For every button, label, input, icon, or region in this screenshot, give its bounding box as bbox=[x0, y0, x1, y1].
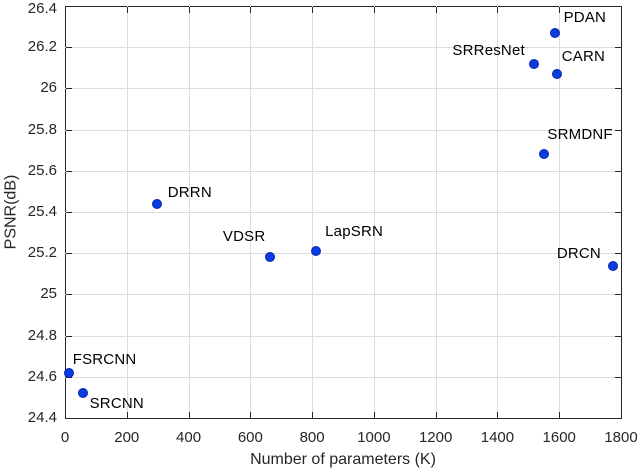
x-tick-bottom bbox=[435, 412, 437, 418]
x-tick-label: 0 bbox=[60, 429, 70, 446]
y-tick-label: 26.4 bbox=[27, 0, 57, 17]
y-tick-left bbox=[66, 418, 72, 419]
data-point-marker-pdan bbox=[549, 27, 560, 38]
y-tick-right bbox=[615, 129, 621, 131]
y-tick-label: 25.4 bbox=[27, 203, 57, 220]
x-tick-top bbox=[435, 7, 437, 13]
y-tick-right bbox=[615, 47, 621, 49]
data-point-marker-fsrcnn bbox=[63, 367, 74, 378]
x-tick-bottom bbox=[250, 412, 252, 418]
horizontal-gridline bbox=[65, 129, 621, 131]
y-tick-left bbox=[66, 212, 72, 213]
horizontal-gridline bbox=[65, 47, 621, 49]
y-tick-left bbox=[66, 294, 72, 296]
data-point-marker-srresnet bbox=[528, 58, 539, 69]
data-point-label-srcnn: SRCNN bbox=[89, 395, 144, 413]
x-tick-top bbox=[65, 7, 66, 13]
y-tick-right bbox=[615, 418, 621, 419]
y-tick-right bbox=[615, 6, 621, 7]
x-tick-label: 1000 bbox=[357, 429, 391, 446]
x-tick-bottom bbox=[65, 412, 66, 418]
x-tick-label: 1200 bbox=[418, 429, 453, 446]
y-tick-label: 24.6 bbox=[27, 367, 57, 385]
data-point-label-carn: CARN bbox=[561, 47, 606, 65]
x-tick-top bbox=[126, 7, 128, 13]
horizontal-gridline bbox=[65, 170, 621, 172]
y-tick-right bbox=[615, 376, 621, 378]
y-tick-right bbox=[615, 335, 621, 337]
y-tick-left bbox=[66, 335, 72, 337]
x-tick-top bbox=[621, 7, 622, 13]
x-tick-bottom bbox=[559, 412, 561, 418]
data-point-label-srresnet: SRResNet bbox=[452, 41, 525, 59]
x-tick-label: 400 bbox=[176, 429, 202, 446]
x-tick-bottom bbox=[312, 412, 314, 418]
y-tick-label: 25.8 bbox=[27, 120, 57, 138]
horizontal-gridline bbox=[65, 253, 621, 255]
horizontal-gridline bbox=[65, 294, 621, 296]
y-tick-label: 24.8 bbox=[27, 326, 57, 344]
x-tick-top bbox=[188, 7, 190, 13]
x-tick-label: 1600 bbox=[542, 429, 576, 446]
y-tick-left bbox=[66, 253, 72, 255]
data-point-marker-drrn bbox=[151, 198, 162, 209]
horizontal-gridline bbox=[65, 88, 621, 90]
data-point-label-fsrcnn: FSRCNN bbox=[72, 350, 137, 368]
y-tick-right bbox=[615, 88, 621, 90]
y-tick-left bbox=[66, 170, 72, 172]
y-tick-left bbox=[66, 129, 72, 131]
x-tick-bottom bbox=[621, 412, 622, 418]
y-tick-right bbox=[615, 253, 621, 255]
x-tick-bottom bbox=[126, 412, 128, 418]
y-tick-label: 26.2 bbox=[27, 38, 57, 56]
y-tick-label: 25.2 bbox=[27, 244, 57, 262]
horizontal-gridline bbox=[65, 376, 621, 378]
x-tick-label: 600 bbox=[237, 429, 263, 446]
data-point-label-pdan: PDAN bbox=[563, 8, 607, 26]
y-tick-label: 25 bbox=[40, 285, 57, 303]
x-tick-bottom bbox=[188, 412, 190, 418]
y-tick-left bbox=[66, 47, 72, 49]
x-tick-top bbox=[559, 7, 561, 13]
horizontal-gridline bbox=[65, 212, 621, 213]
x-tick-top bbox=[373, 7, 375, 13]
x-tick-top bbox=[250, 7, 252, 13]
y-tick-label: 24.4 bbox=[27, 409, 57, 426]
x-tick-label: 800 bbox=[299, 429, 325, 446]
x-tick-top bbox=[312, 7, 314, 13]
data-point-marker-srcnn bbox=[77, 388, 88, 399]
y-tick-right bbox=[615, 170, 621, 172]
y-tick-right bbox=[615, 212, 621, 213]
data-point-label-vdsr: VDSR bbox=[222, 228, 266, 246]
y-tick-left bbox=[66, 88, 72, 90]
x-tick-bottom bbox=[373, 412, 375, 418]
x-axis-label: Number of parameters (K) bbox=[250, 451, 436, 468]
data-point-label-drrn: DRRN bbox=[167, 183, 212, 201]
y-tick-left bbox=[66, 6, 72, 7]
data-point-label-drcn: DRCN bbox=[556, 244, 601, 262]
x-tick-top bbox=[497, 7, 499, 13]
y-tick-right bbox=[615, 294, 621, 296]
y-tick-label: 26 bbox=[40, 79, 57, 97]
data-point-label-lapsrn: LapSRN bbox=[325, 223, 384, 241]
data-point-marker-srmdnf bbox=[539, 149, 550, 160]
x-tick-bottom bbox=[497, 412, 499, 418]
data-point-label-srmdnf: SRMDNF bbox=[547, 126, 613, 144]
horizontal-gridline bbox=[65, 335, 621, 337]
x-tick-label: 1400 bbox=[480, 429, 515, 446]
data-point-marker-lapsrn bbox=[311, 246, 322, 257]
data-point-marker-carn bbox=[551, 68, 562, 79]
x-tick-label: 200 bbox=[114, 429, 140, 446]
y-tick-label: 25.6 bbox=[27, 161, 57, 179]
x-tick-label: 1800 bbox=[604, 429, 638, 446]
data-point-marker-vdsr bbox=[265, 252, 276, 263]
data-point-marker-drcn bbox=[607, 260, 618, 271]
